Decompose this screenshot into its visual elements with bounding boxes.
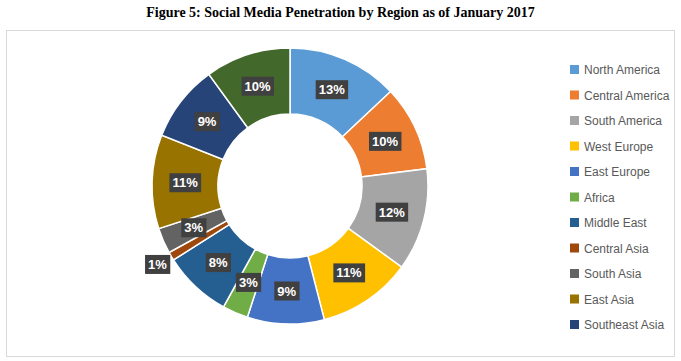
data-label-box <box>169 173 201 192</box>
data-label: 9% <box>195 112 220 131</box>
legend-label: East Europe <box>584 165 650 179</box>
legend-item: Central America <box>570 89 670 103</box>
data-label-text: 10% <box>372 134 398 149</box>
data-label-text: 12% <box>379 205 405 220</box>
data-label-text: 3% <box>239 275 258 290</box>
data-label-text: 1% <box>148 257 167 272</box>
legend-swatch <box>570 116 579 125</box>
data-label-box <box>333 263 365 282</box>
legend-swatch <box>570 167 579 176</box>
title: Figure 5: Social Media Penetration by Re… <box>146 5 535 20</box>
data-label-box <box>145 255 170 274</box>
legend-label: South America <box>584 114 662 128</box>
legend-item: West Europe <box>570 140 653 154</box>
data-label-box <box>206 253 231 272</box>
data-label: 1% <box>145 255 170 274</box>
legend-label: South Asia <box>584 267 642 281</box>
legend-swatch <box>570 244 579 253</box>
data-label-box <box>376 203 408 222</box>
legend-label: Central Asia <box>584 242 649 256</box>
legend-item: Middle East <box>570 216 647 230</box>
data-label-box <box>274 281 299 300</box>
legend-swatch <box>570 91 579 100</box>
data-label-box <box>316 80 348 99</box>
legend-swatch <box>570 269 579 278</box>
legend-label: North America <box>584 63 660 77</box>
slice <box>342 92 426 177</box>
legend-label: Africa <box>584 191 615 205</box>
data-label-text: 13% <box>319 82 345 97</box>
data-label: 10% <box>369 132 401 151</box>
data-label-box <box>195 112 220 131</box>
legend-item: East Asia <box>570 293 634 307</box>
data-label-box <box>181 218 206 237</box>
legend: North America Central America South Americ… <box>570 63 670 332</box>
chart-frame <box>7 31 675 357</box>
legend-label: Central America <box>584 89 670 103</box>
data-label-text: 8% <box>209 255 228 270</box>
data-label: 11% <box>333 263 365 282</box>
legend-label: Middle East <box>584 216 647 230</box>
legend-label: East Asia <box>584 293 634 307</box>
data-label: 3% <box>236 273 261 292</box>
legend-swatch <box>570 142 579 151</box>
data-label: 9% <box>274 281 299 300</box>
data-label-text: 9% <box>198 114 217 129</box>
legend-item: Africa <box>570 191 615 205</box>
donut <box>152 48 428 324</box>
legend-swatch <box>570 295 579 304</box>
data-label-box <box>236 273 261 292</box>
data-label-box <box>369 132 401 151</box>
legend-label: West Europe <box>584 140 653 154</box>
slice <box>209 48 290 128</box>
slice <box>308 228 402 319</box>
data-label-text: 3% <box>184 220 203 235</box>
legend-item: North America <box>570 63 660 77</box>
legend-item: Central Asia <box>570 242 649 256</box>
legend-swatch <box>570 193 579 202</box>
legend-label: Southeast Asia <box>584 318 664 332</box>
data-labels: 13% 10% 12% 11% 9% 3% 8% 1% 3% 11% 9% 10% <box>145 77 408 301</box>
legend-item: Southeast Asia <box>570 318 664 332</box>
data-label: 8% <box>206 253 231 272</box>
data-label: 3% <box>181 218 206 237</box>
data-label-text: 11% <box>336 265 362 280</box>
legend-item: South America <box>570 114 662 128</box>
data-label-text: 10% <box>245 79 271 94</box>
data-label: 13% <box>316 80 348 99</box>
data-label-box <box>242 77 274 96</box>
chart: Figure 5: Social Media Penetration by Re… <box>0 0 681 361</box>
legend-item: South Asia <box>570 267 642 281</box>
data-label: 11% <box>169 173 201 192</box>
legend-swatch <box>570 320 579 329</box>
legend-item: East Europe <box>570 165 650 179</box>
data-label-text: 9% <box>277 283 296 298</box>
data-label: 12% <box>376 203 408 222</box>
legend-swatch <box>570 218 579 227</box>
legend-swatch <box>570 65 579 74</box>
data-label-text: 11% <box>172 175 198 190</box>
data-label: 10% <box>242 77 274 96</box>
